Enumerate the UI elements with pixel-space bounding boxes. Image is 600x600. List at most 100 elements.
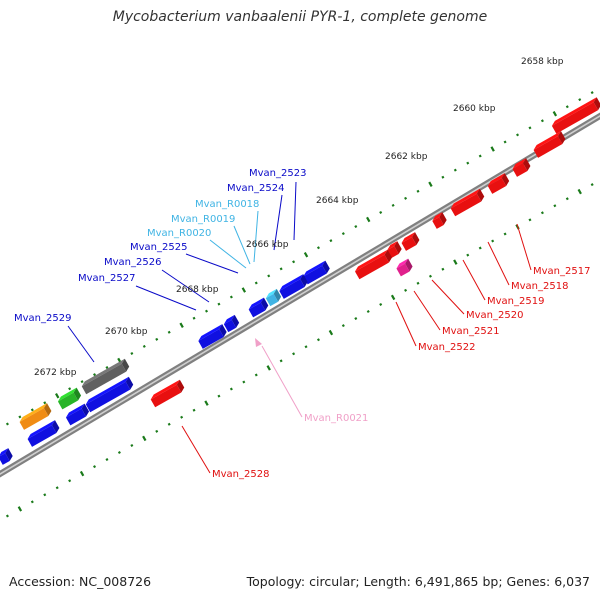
tick-mark — [416, 281, 420, 285]
feature-side-face — [384, 249, 393, 263]
backbone-line — [0, 112, 600, 478]
tick-mark — [316, 338, 320, 342]
tick-mark — [229, 295, 233, 299]
tick-mark — [441, 267, 445, 271]
feature-front-face — [533, 136, 563, 158]
gene-feature — [533, 131, 566, 158]
gene-feature — [65, 403, 90, 426]
tick-mark — [354, 225, 358, 229]
feature-top-face — [354, 249, 388, 272]
tick-mark — [30, 500, 34, 504]
gene-label: Mvan_2518 — [511, 281, 568, 292]
tick-mark — [155, 337, 159, 341]
feature-side-face — [43, 403, 52, 417]
gene-feature — [432, 212, 447, 229]
tick-mark — [404, 288, 408, 292]
tick-mark — [130, 351, 134, 355]
tick-mark — [55, 393, 60, 399]
tick-mark — [292, 260, 296, 264]
ruler-label: 2668 kbp — [176, 285, 219, 295]
tick-mark — [79, 470, 85, 477]
gene-feature — [248, 297, 269, 318]
feature-top-face — [387, 241, 398, 251]
tick-mark — [217, 394, 221, 398]
tick-mark — [341, 232, 345, 236]
tick-mark — [292, 352, 296, 356]
leader-line — [135, 285, 197, 311]
tick-mark — [130, 443, 134, 447]
tick-mark — [503, 140, 507, 144]
tick-mark — [528, 218, 532, 222]
feature-top-face — [150, 379, 180, 400]
ruler-label: 2672 kbp — [34, 368, 77, 378]
feature-top-face — [19, 403, 47, 422]
ruler-labels: 2658 kbp 2660 kbp 2662 kbp 2664 kbp 2666 kbp… — [34, 57, 564, 378]
gene-feature — [198, 324, 227, 349]
tick-mark — [391, 203, 395, 207]
tick-mark — [30, 408, 34, 412]
feature-front-face — [450, 193, 482, 217]
backbone-highlight — [0, 115, 600, 475]
accession-text: Accession: NC_008726 — [9, 574, 152, 589]
gene-feature — [0, 448, 13, 465]
feature-side-face — [219, 324, 227, 337]
feature-side-face — [73, 387, 82, 401]
feature-top-face — [198, 324, 223, 342]
tick-mark — [179, 322, 184, 328]
gene-label: Mvan_2527 — [78, 273, 135, 284]
tick-marks — [5, 91, 594, 518]
feature-front-face — [551, 102, 599, 134]
tick-mark — [503, 232, 507, 236]
gene-label: Mvan_2525 — [130, 242, 187, 253]
tick-mark — [491, 239, 495, 243]
tick-mark — [105, 366, 109, 370]
tick-mark — [142, 344, 146, 348]
tick-mark — [105, 458, 109, 462]
feature-front-face — [198, 329, 224, 349]
leader-line — [261, 345, 303, 418]
tick-mark — [453, 168, 457, 172]
tick-mark — [304, 345, 308, 349]
tick-mark — [5, 514, 9, 518]
tick-mark — [68, 387, 72, 391]
tick-mark — [453, 259, 458, 265]
feature-side-face — [121, 358, 130, 372]
tick-mark — [43, 493, 47, 497]
gene-label: Mvan_2523 — [249, 168, 306, 179]
tick-mark — [553, 204, 557, 208]
feature-top-face — [65, 403, 85, 418]
tick-mark — [167, 330, 171, 334]
feature-top-face — [450, 188, 480, 209]
feature-top-face — [487, 173, 505, 187]
feature-front-face — [512, 163, 528, 177]
tick-mark — [590, 183, 594, 187]
rna-feature-pink — [255, 338, 262, 347]
feature-side-face — [593, 97, 600, 111]
gene-feature — [450, 188, 485, 217]
tick-mark — [328, 329, 334, 336]
gene-feature — [81, 358, 130, 395]
leader-line — [293, 181, 297, 241]
tick-mark — [316, 246, 320, 250]
gene-label: Mvan_2519 — [487, 296, 544, 307]
leader-line — [181, 425, 211, 474]
tick-mark — [254, 373, 258, 377]
feature-front-face — [432, 217, 444, 229]
tick-mark — [540, 211, 544, 215]
tick-mark — [254, 281, 258, 285]
feature-side-face — [439, 212, 447, 225]
gene-label: Mvan_2526 — [104, 257, 161, 268]
leader-line — [431, 279, 465, 315]
tick-mark — [142, 435, 147, 442]
tick-mark — [516, 133, 520, 137]
tick-mark — [390, 294, 396, 301]
tick-mark — [466, 253, 470, 257]
tick-mark — [217, 302, 221, 306]
feature-top-face — [396, 258, 409, 269]
feature-side-face — [557, 131, 566, 145]
feature-side-face — [394, 241, 402, 254]
tick-mark — [279, 359, 283, 363]
tick-mark — [117, 450, 121, 454]
gene-feature — [150, 379, 185, 408]
